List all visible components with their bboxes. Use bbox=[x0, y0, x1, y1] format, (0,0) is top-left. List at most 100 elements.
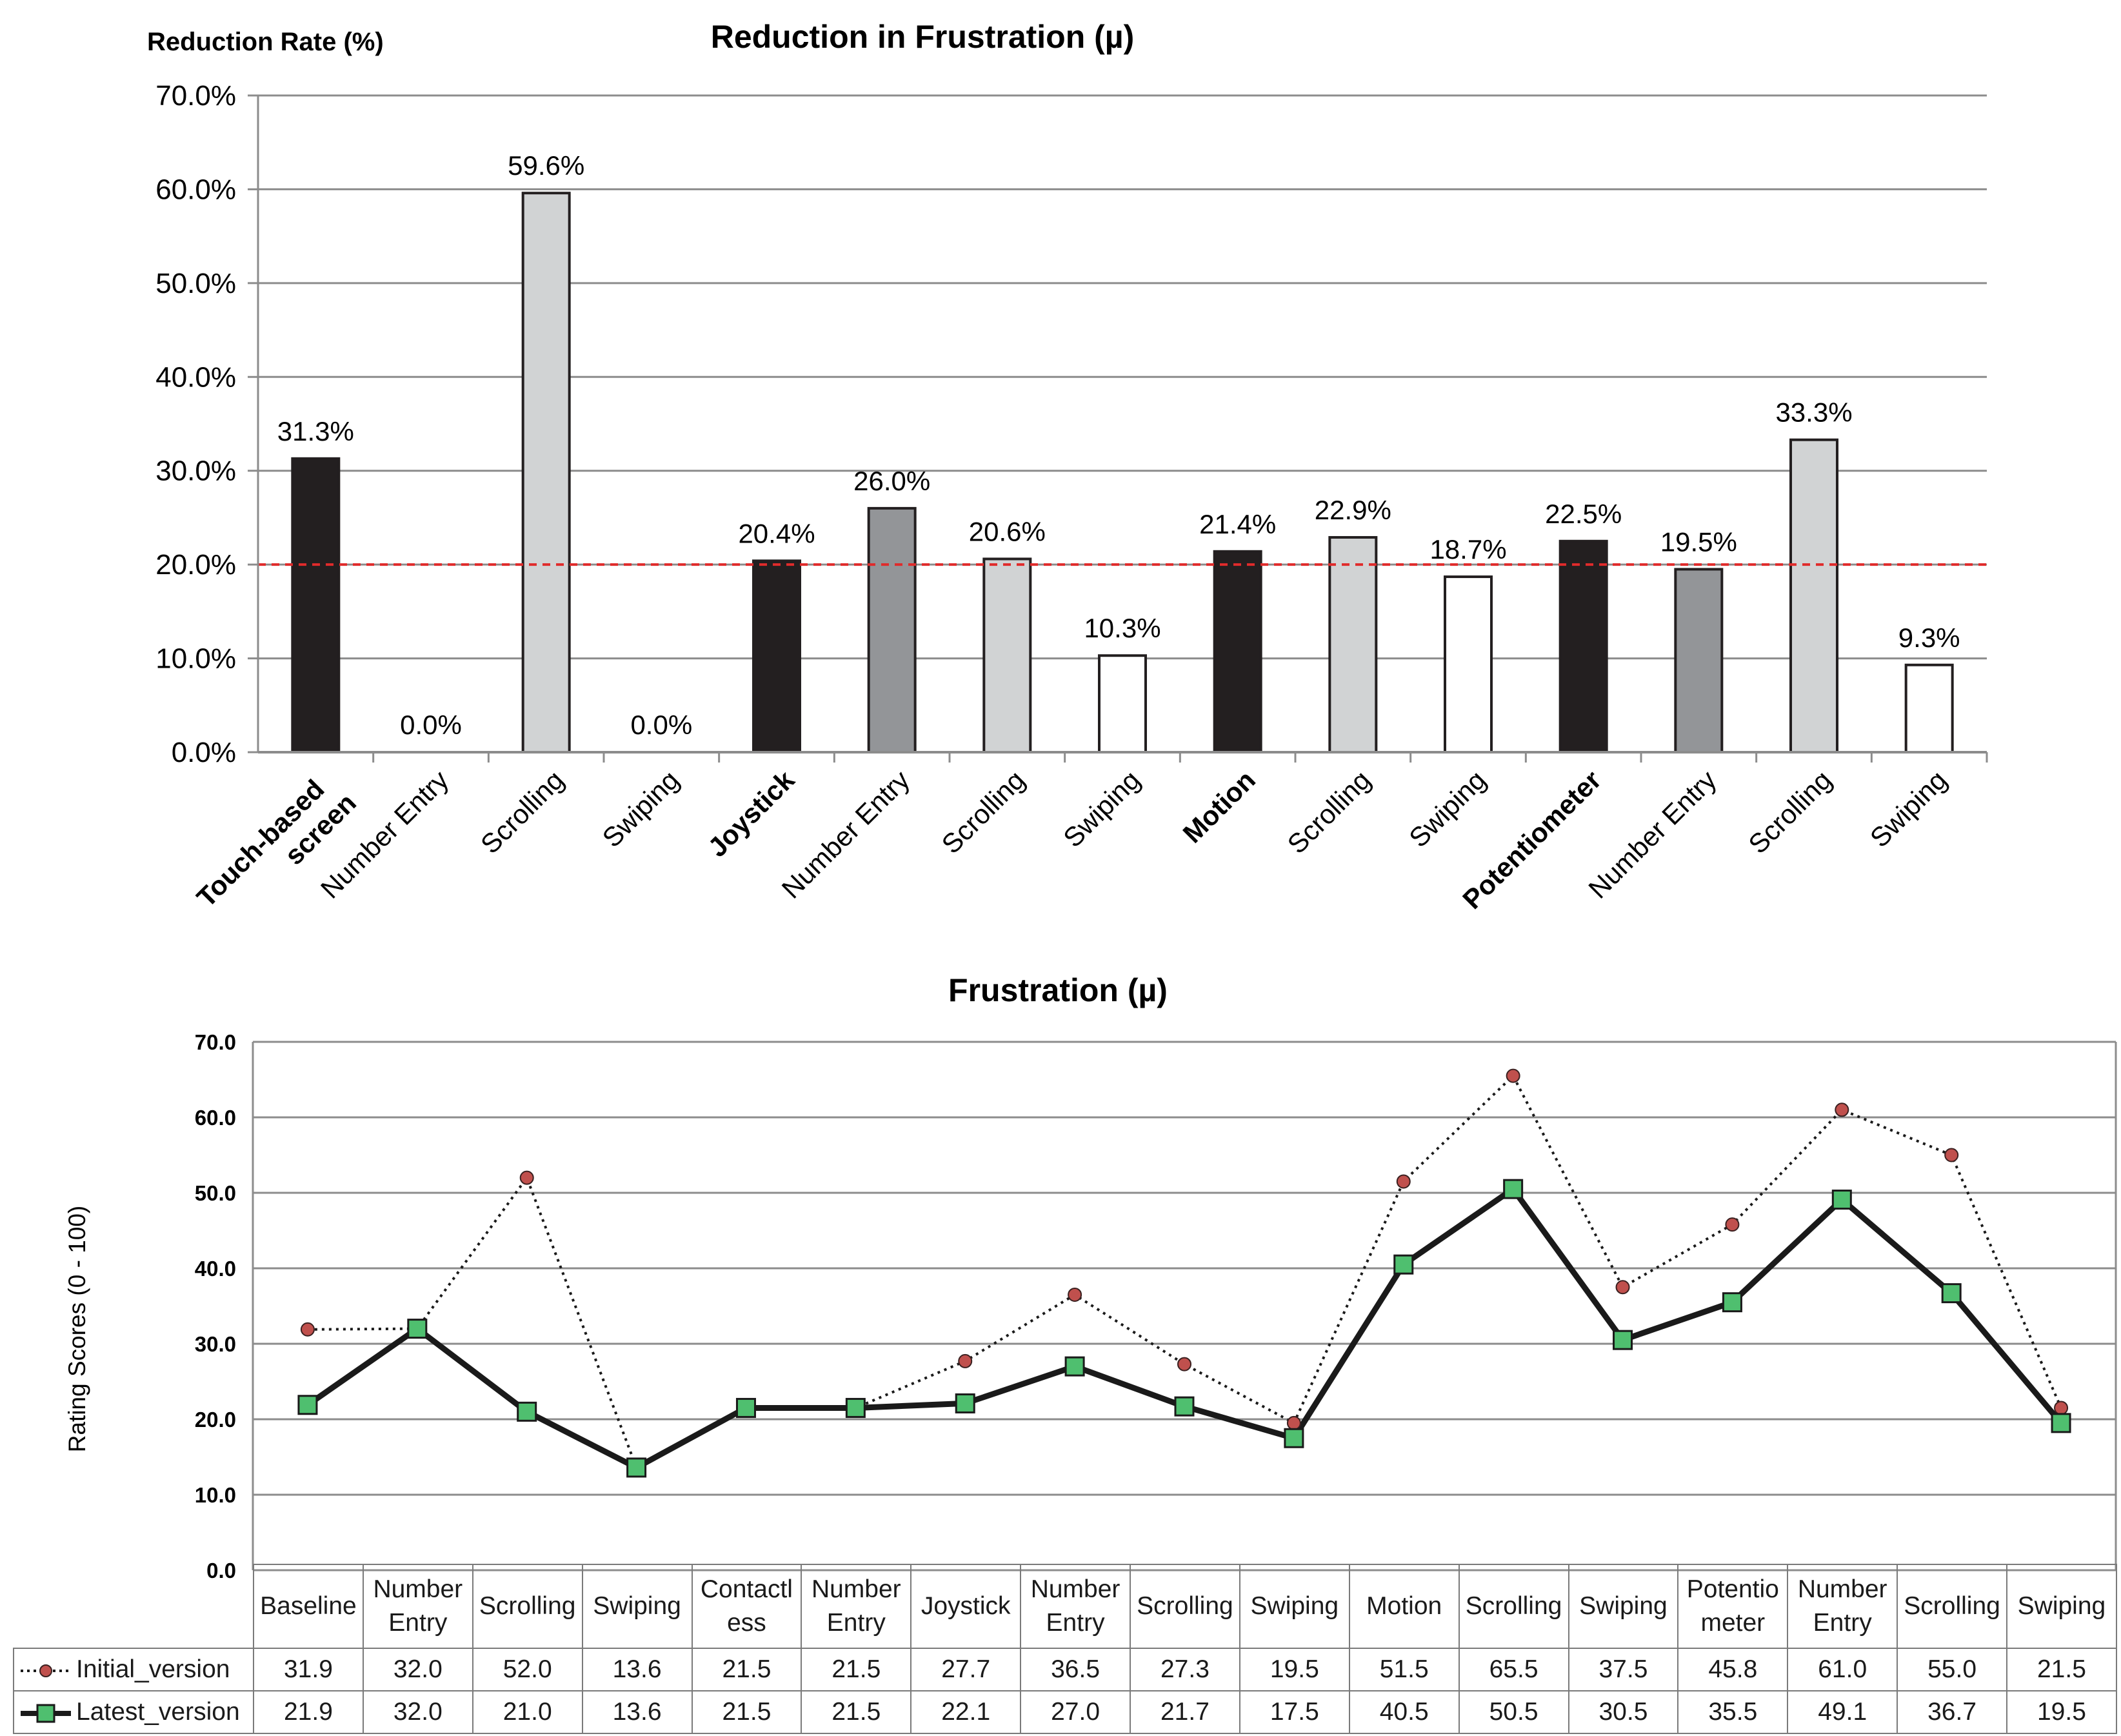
y-tick-label: 60.0% bbox=[155, 174, 236, 205]
table-corner-cell bbox=[14, 1564, 254, 1649]
bar-chart-gridlines bbox=[258, 94, 1987, 753]
y-tick-label: 60.0 bbox=[195, 1106, 236, 1130]
bar bbox=[1904, 663, 1954, 754]
table-value-cell: 65.5 bbox=[1458, 1648, 1569, 1691]
table-category-cell: Swiping bbox=[1568, 1564, 1679, 1649]
data-point-Initial_version bbox=[519, 1170, 534, 1185]
y-tick-label: 20.0 bbox=[195, 1408, 236, 1432]
bar bbox=[1213, 550, 1262, 753]
y-tick-label: 30.0 bbox=[195, 1332, 236, 1356]
y-tick-label: 30.0% bbox=[155, 455, 236, 487]
bar-value-label: 22.9% bbox=[1315, 495, 1391, 525]
data-point-Initial_version bbox=[1506, 1068, 1520, 1083]
data-point-Latest_version bbox=[1174, 1396, 1195, 1417]
reduction-bar-chart: Reduction in Frustration (µ) Reduction R… bbox=[147, 19, 1988, 935]
table-value-cell: 21.5 bbox=[2006, 1648, 2117, 1691]
table-value-cell: 51.5 bbox=[1348, 1648, 1460, 1691]
data-point-Initial_version bbox=[1725, 1217, 1740, 1232]
table-value-cell: 13.6 bbox=[581, 1648, 693, 1691]
table-category-cell: Swiping bbox=[581, 1564, 693, 1649]
bar-chart-title: Reduction in Frustration (µ) bbox=[711, 19, 1135, 55]
y-tick-label: 10.0 bbox=[195, 1483, 236, 1507]
bar bbox=[752, 559, 801, 754]
bar-value-label: 20.4% bbox=[738, 518, 815, 548]
bar-value-label: 22.5% bbox=[1545, 499, 1622, 529]
x-tick-label: Scrolling bbox=[936, 764, 1031, 859]
table-legend-cell: Latest_version bbox=[13, 1690, 254, 1734]
table-value-cell: 19.5 bbox=[2006, 1690, 2117, 1734]
y-tick-label: 70.0 bbox=[195, 1030, 236, 1054]
bar-value-label: 20.6% bbox=[969, 516, 1046, 546]
table-category-cell: Scrolling bbox=[1130, 1564, 1240, 1649]
bar bbox=[1328, 535, 1378, 753]
bar bbox=[291, 457, 341, 754]
bar-value-label: 18.7% bbox=[1429, 534, 1506, 564]
bar bbox=[1098, 654, 1147, 753]
x-tick-label: Swiping bbox=[596, 764, 684, 853]
table-category-cell: Number Entry bbox=[362, 1564, 473, 1649]
bar-value-label: 33.3% bbox=[1775, 397, 1852, 428]
bar-chart-bars bbox=[291, 192, 1954, 754]
table-category-cell: Number Entry bbox=[801, 1564, 912, 1649]
table-value-cell: 50.5 bbox=[1458, 1690, 1569, 1734]
table-value-cell: 27.3 bbox=[1130, 1648, 1240, 1691]
table-category-cell: Contactl ess bbox=[691, 1564, 802, 1649]
y-tick-label: 20.0% bbox=[155, 549, 236, 581]
table-header-row: Baseline Number Entry Scrolling Swiping Conta… bbox=[14, 1564, 2117, 1649]
line-chart-y-ticks: 0.010.020.030.040.050.060.070.0 bbox=[195, 1030, 236, 1582]
table-value-cell: 31.9 bbox=[253, 1648, 364, 1691]
table-value-cell: 32.0 bbox=[362, 1648, 473, 1691]
y-tick-label: 50.0 bbox=[195, 1181, 236, 1205]
data-point-Latest_version bbox=[1064, 1356, 1085, 1377]
table-value-cell: 37.5 bbox=[1568, 1648, 1679, 1691]
table-value-cell: 21.5 bbox=[691, 1648, 802, 1691]
data-point-Latest_version bbox=[1831, 1190, 1852, 1210]
data-point-Latest_version bbox=[1613, 1330, 1633, 1350]
bar bbox=[1674, 568, 1724, 754]
data-point-Latest_version bbox=[1284, 1428, 1304, 1448]
bar-value-label: 10.3% bbox=[1084, 613, 1160, 643]
table-value-cell: 21.0 bbox=[472, 1690, 583, 1734]
bar-value-label: 9.3% bbox=[1898, 623, 1960, 653]
bar bbox=[1558, 539, 1608, 753]
legend-swatch-Latest_version bbox=[21, 1704, 71, 1723]
bar-value-label: 21.4% bbox=[1199, 509, 1276, 539]
line-chart-series bbox=[297, 1068, 2071, 1478]
y-tick-label: 40.0% bbox=[155, 361, 236, 393]
data-point-Latest_version bbox=[1393, 1254, 1414, 1275]
data-point-Initial_version bbox=[1835, 1102, 1849, 1117]
table-category-cell: Scrolling bbox=[472, 1564, 583, 1649]
x-tick-label: Swiping bbox=[1864, 764, 1953, 853]
table-category-cell: Potentio meter bbox=[1677, 1564, 1789, 1649]
x-tick-label: Scrolling bbox=[1282, 764, 1377, 859]
line-chart-title: Frustration (µ) bbox=[948, 972, 1168, 1008]
table-value-cell: 52.0 bbox=[472, 1648, 583, 1691]
x-tick-label: Touch-basedscreen bbox=[191, 764, 362, 935]
table-value-cell: 55.0 bbox=[1897, 1648, 2007, 1691]
data-point-Initial_version bbox=[1396, 1174, 1411, 1189]
table-value-cell: 36.7 bbox=[1897, 1690, 2007, 1734]
bar bbox=[867, 506, 917, 754]
table-category-cell: Scrolling bbox=[1897, 1564, 2007, 1649]
table-category-cell: Scrolling bbox=[1458, 1564, 1569, 1649]
table-legend-cell: Initial_version bbox=[13, 1648, 254, 1691]
frustration-line-chart: Frustration (µ) Rating Scores (0 - 100) … bbox=[64, 972, 2117, 1582]
bar-value-label: 26.0% bbox=[853, 466, 930, 496]
data-point-Initial_version bbox=[1944, 1148, 1959, 1162]
data-point-Latest_version bbox=[1722, 1292, 1742, 1313]
table-value-cell: 32.0 bbox=[362, 1690, 473, 1734]
table-category-cell: Joystick bbox=[910, 1564, 1022, 1649]
table-value-cell: 19.5 bbox=[1239, 1648, 1350, 1691]
bar bbox=[521, 192, 571, 753]
table-category-cell: Number Entry bbox=[1787, 1564, 1898, 1649]
y-tick-label: 0.0% bbox=[172, 737, 236, 768]
data-point-Latest_version bbox=[626, 1457, 647, 1478]
table-value-cell: 36.5 bbox=[1020, 1648, 1131, 1691]
table-value-cell: 17.5 bbox=[1239, 1690, 1350, 1734]
table-value-cell: 30.5 bbox=[1568, 1690, 1679, 1734]
x-tick-label: Scrolling bbox=[475, 764, 570, 859]
bar-value-label: 19.5% bbox=[1660, 526, 1737, 557]
legend-swatch-Initial_version bbox=[21, 1664, 71, 1677]
bar-value-label: 59.6% bbox=[508, 150, 584, 181]
bar-chart-y-ticks: 0.0% 10.0% 20.0% 30.0% 40.0% 50.0% 60.0% 70.0% bbox=[155, 80, 258, 768]
